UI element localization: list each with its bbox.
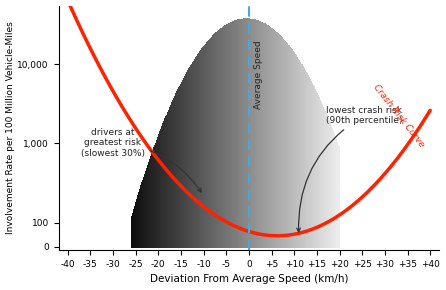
X-axis label: Deviation From Average Speed (km/h): Deviation From Average Speed (km/h): [150, 274, 348, 284]
Text: Average Speed: Average Speed: [254, 40, 263, 109]
Y-axis label: Involvement Rate per 100 Million Vehicle-Miles: Involvement Rate per 100 Million Vehicle…: [5, 21, 15, 234]
Text: lowest crash risk
(90th percentile): lowest crash risk (90th percentile): [297, 106, 402, 232]
Text: Crash Risk Curve: Crash Risk Curve: [371, 83, 426, 149]
Text: drivers at
greatest risk
(slowest 30%): drivers at greatest risk (slowest 30%): [81, 128, 201, 192]
